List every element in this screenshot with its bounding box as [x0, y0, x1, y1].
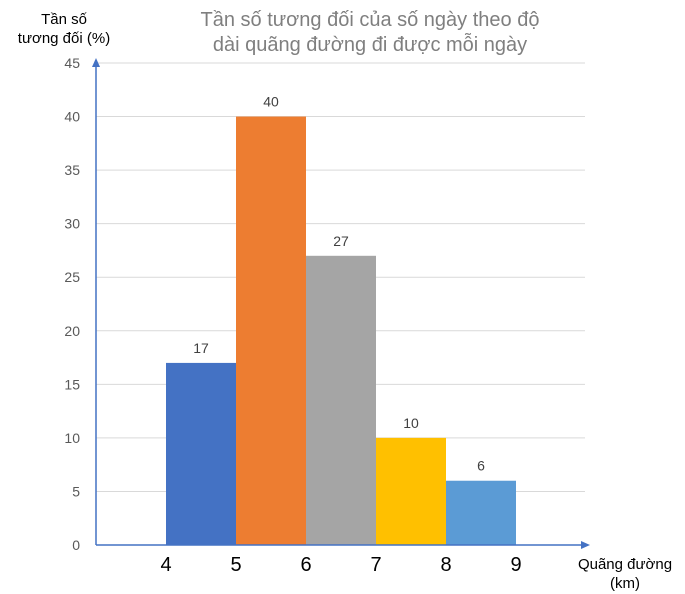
x-tick-label: 8 [440, 554, 451, 576]
y-tick-label: 0 [72, 537, 80, 553]
bar-6-7 [306, 255, 376, 546]
y-axis-arrow-icon [92, 58, 100, 67]
y-axis-label-line-1: Tần số [41, 11, 87, 28]
data-label: 27 [333, 233, 349, 249]
y-tick-label: 15 [64, 376, 80, 392]
x-axis-label-line-1: Quãng đường [577, 556, 673, 573]
x-tick-label: 5 [230, 554, 241, 576]
x-axis-label-line-2: (km) [610, 575, 640, 592]
x-tick-label: 7 [370, 554, 381, 576]
y-tick-label: 45 [64, 55, 80, 71]
x-tick-label: 4 [160, 554, 171, 576]
y-tick-label: 40 [64, 109, 80, 125]
data-label: 10 [403, 415, 419, 431]
data-label: 40 [263, 94, 279, 110]
chart-title-line-2: dài quãng đường đi được mỗi ngày [212, 34, 528, 56]
data-label: 6 [477, 458, 485, 474]
y-tick-label: 5 [72, 483, 80, 499]
x-axis-label: Quãng đường (km) [566, 555, 684, 593]
chart-title-line-1: Tần số tương đối của số ngày theo độ [200, 9, 540, 31]
x-axis-arrow-icon [581, 541, 590, 549]
x-tick-label: 6 [300, 554, 311, 576]
chart-title: Tần số tương đối của số ngày theo độ dài… [160, 8, 580, 58]
x-tick-label: 9 [510, 554, 521, 576]
data-label: 17 [193, 340, 209, 356]
bar-8-9 [446, 480, 516, 545]
bar-7-8 [376, 437, 446, 545]
bar-5-6 [236, 116, 306, 546]
bar-4-5 [166, 362, 236, 545]
y-tick-label: 20 [64, 323, 80, 339]
y-axis-label-line-2: tương đối (%) [17, 30, 111, 47]
y-tick-label: 35 [64, 162, 80, 178]
y-tick-label: 10 [64, 430, 80, 446]
y-tick-label: 25 [64, 269, 80, 285]
y-axis-label: Tần số tương đối (%) [0, 10, 128, 48]
y-tick-label: 30 [64, 216, 80, 232]
